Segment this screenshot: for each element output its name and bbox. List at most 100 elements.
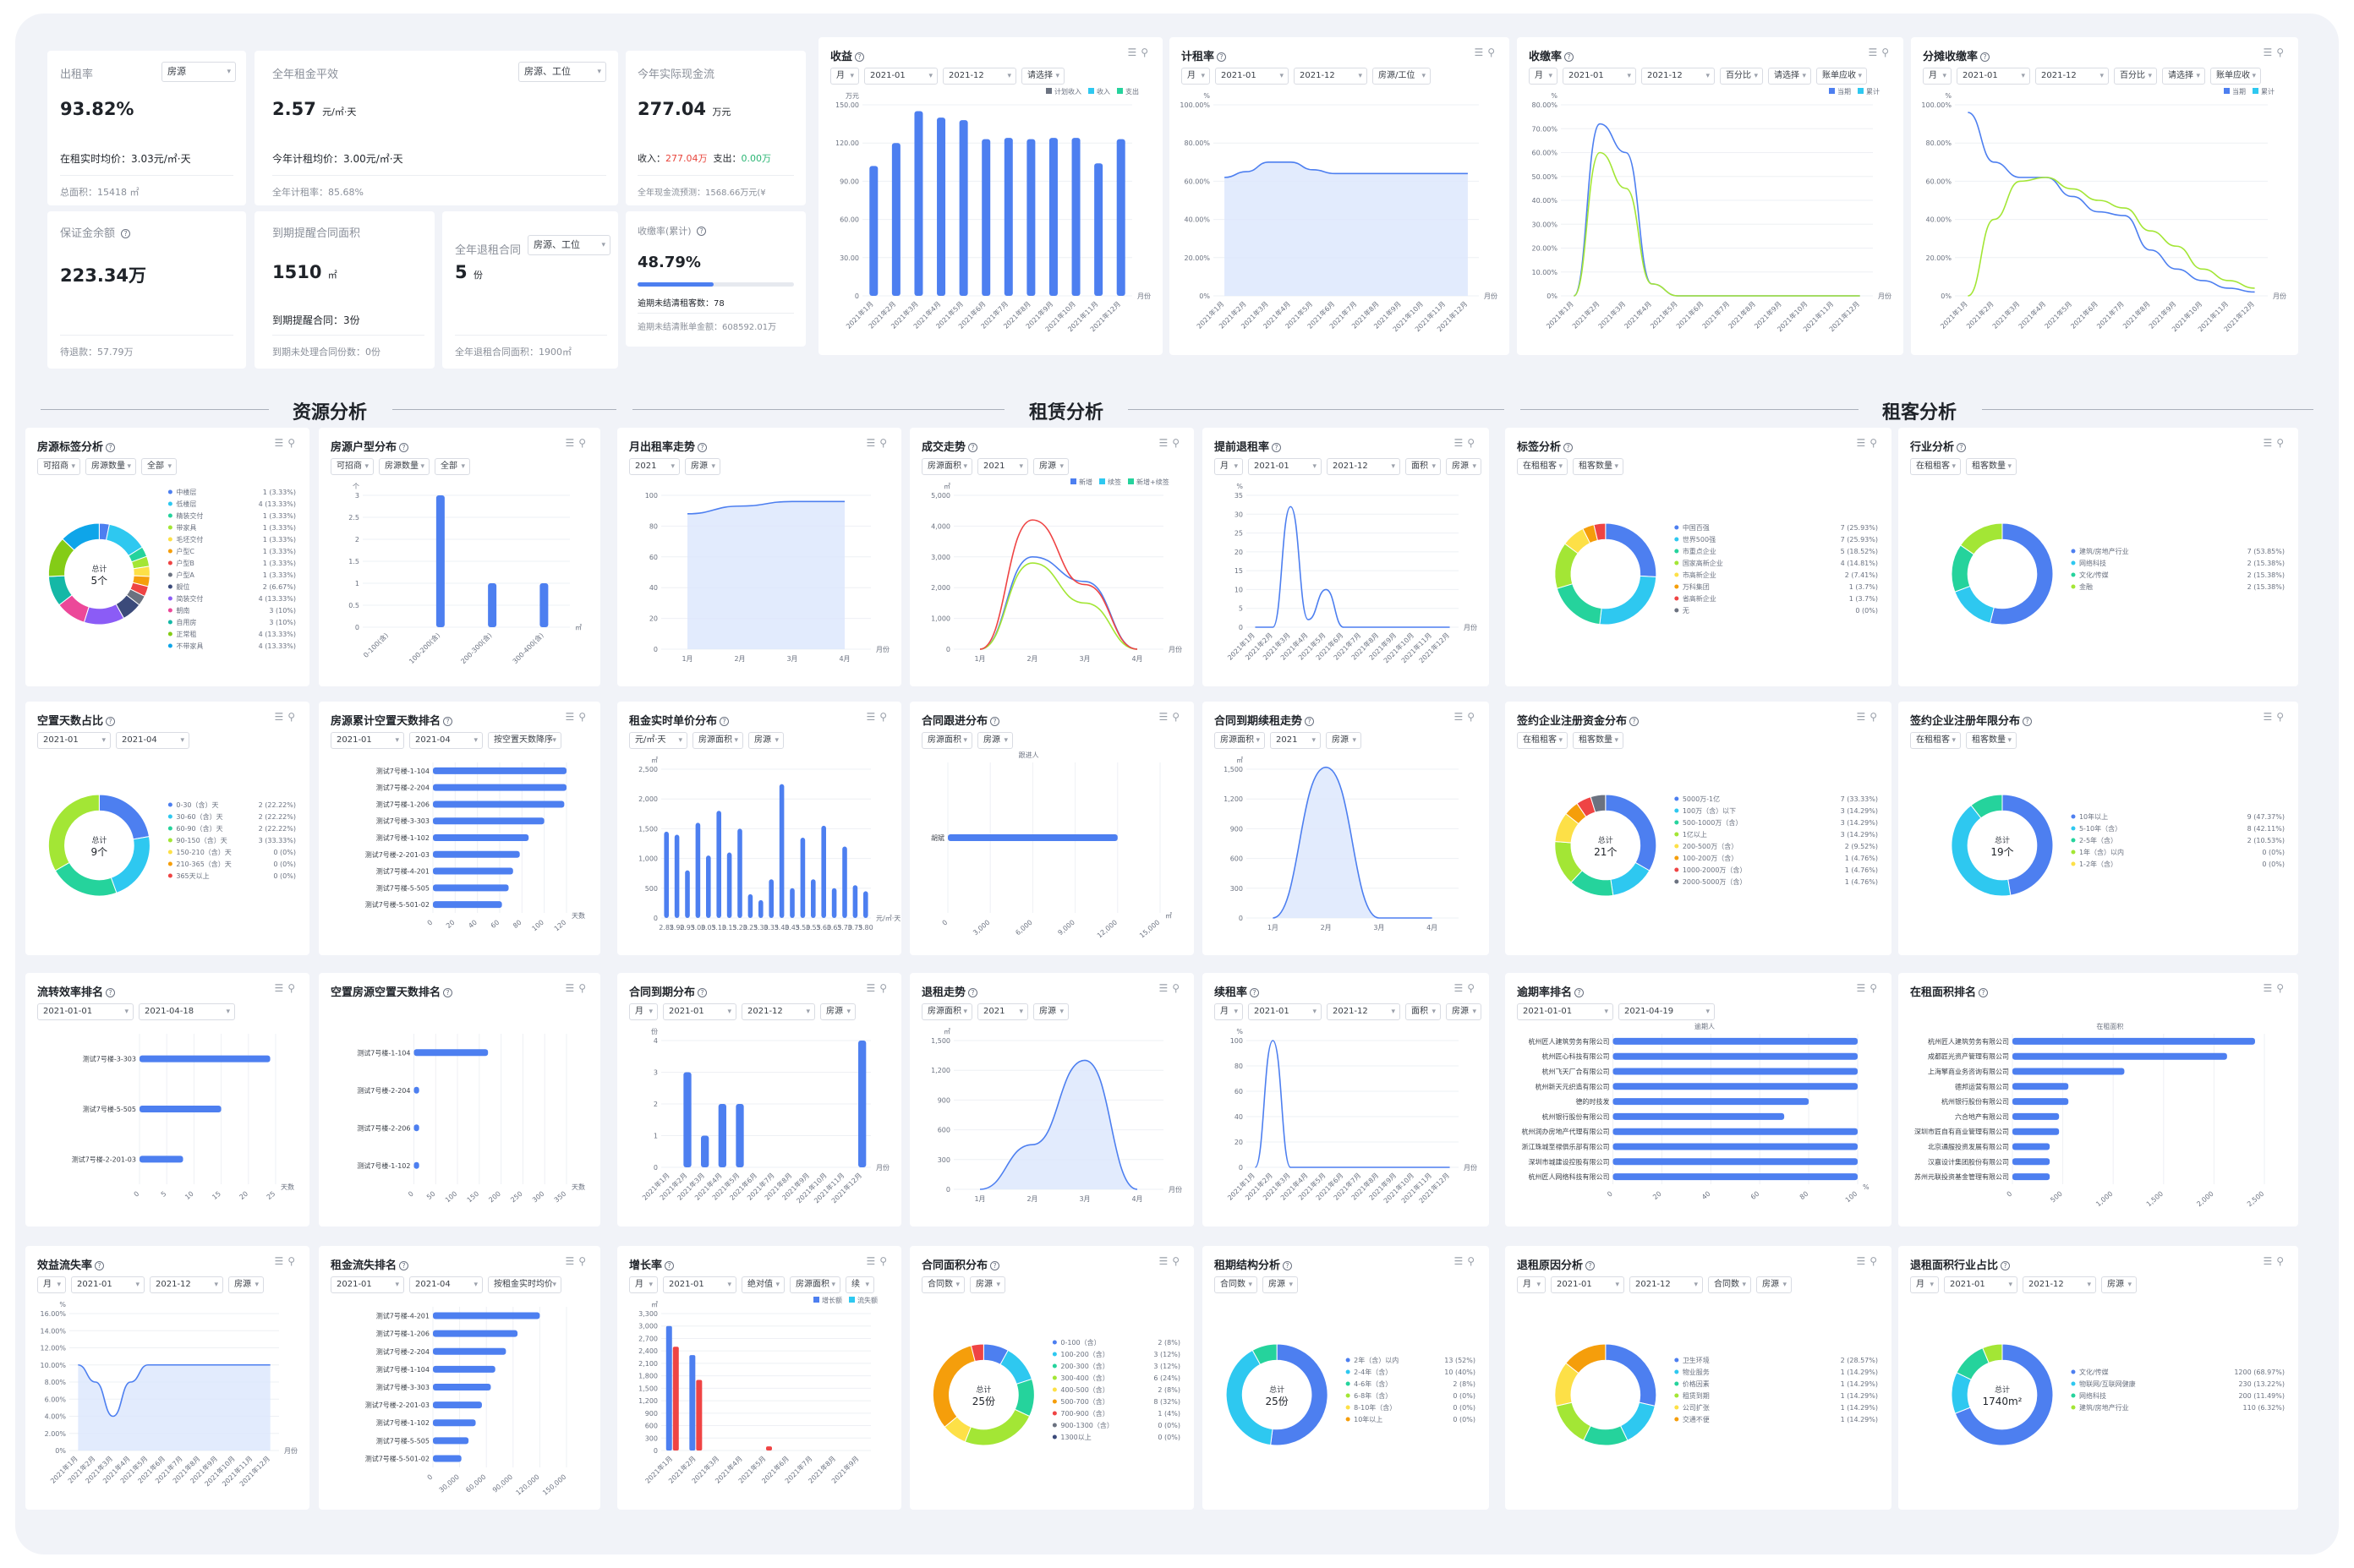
pin-icon[interactable]: ⚲ <box>879 1255 891 1267</box>
pin-icon[interactable]: ⚲ <box>578 711 590 723</box>
filter-select[interactable]: 合同数 ▾ <box>1214 1276 1257 1293</box>
pin-icon[interactable]: ⚲ <box>879 437 891 449</box>
pin-icon[interactable]: ⚲ <box>1467 437 1479 449</box>
filter-select[interactable]: 月 ▾ <box>1910 1276 1939 1293</box>
filter-select[interactable]: 房源 ▾ <box>1446 458 1481 475</box>
menu-icon[interactable]: ☰ <box>1127 46 1141 58</box>
pin-icon[interactable]: ⚲ <box>287 1255 299 1267</box>
menu-icon[interactable]: ☰ <box>1158 437 1173 449</box>
pin-icon[interactable]: ⚲ <box>2276 1255 2288 1267</box>
pin-icon[interactable]: ⚲ <box>287 982 299 994</box>
menu-icon[interactable]: ☰ <box>274 1255 288 1267</box>
filter-select[interactable]: 月 ▾ <box>1529 68 1557 85</box>
filter-select[interactable]: 面积 ▾ <box>1405 1003 1441 1020</box>
help-icon[interactable]: ? <box>1250 988 1260 997</box>
filter-select[interactable]: 2021-12 ▾ <box>943 68 1016 85</box>
help-icon[interactable]: ? <box>2001 1261 2011 1270</box>
pin-icon[interactable]: ⚲ <box>2276 46 2288 58</box>
pin-icon[interactable]: ⚲ <box>578 982 590 994</box>
help-icon[interactable]: ? <box>1272 443 1282 452</box>
pin-icon[interactable]: ⚲ <box>2276 711 2288 723</box>
help-icon[interactable]: ? <box>106 988 116 997</box>
filter-select[interactable]: 2021-04-19 ▾ <box>1618 1003 1715 1020</box>
help-icon[interactable]: ? <box>443 988 453 997</box>
filter-select[interactable]: 请选择 ▾ <box>1021 68 1065 85</box>
filter-select[interactable]: 租客数量 ▾ <box>1966 732 2017 749</box>
pin-icon[interactable]: ⚲ <box>1881 46 1893 58</box>
filter-select[interactable]: 房源面积 ▾ <box>1214 732 1265 749</box>
pin-icon[interactable]: ⚲ <box>1870 1255 1881 1267</box>
filter-select[interactable]: 房源面积 ▾ <box>693 732 743 749</box>
filter-select[interactable]: 2021 ▾ <box>1270 732 1321 749</box>
filter-select[interactable]: 2021-01 ▾ <box>1563 68 1636 85</box>
filter-select[interactable]: 房源面积 ▾ <box>922 732 972 749</box>
help-icon[interactable]: ? <box>1980 52 1990 62</box>
kpi-select[interactable]: 房源、工位 ▾ <box>518 62 606 82</box>
pin-icon[interactable]: ⚲ <box>1172 982 1184 994</box>
filter-select[interactable]: 房源/工位 ▾ <box>1372 68 1431 85</box>
filter-select[interactable]: 房源 ▾ <box>1446 1003 1481 1020</box>
filter-select[interactable]: 房源 ▾ <box>977 732 1013 749</box>
menu-icon[interactable]: ☰ <box>1856 437 1870 449</box>
filter-select[interactable]: 合同数 ▾ <box>922 1276 965 1293</box>
filter-select[interactable]: 房源面积 ▾ <box>922 1003 972 1020</box>
filter-select[interactable]: 合同数 ▾ <box>1708 1276 1751 1293</box>
menu-icon[interactable]: ☰ <box>1158 982 1173 994</box>
filter-select[interactable]: 月 ▾ <box>1181 68 1210 85</box>
filter-select[interactable]: 2021-04-18 ▾ <box>139 1003 235 1020</box>
menu-icon[interactable]: ☰ <box>274 982 288 994</box>
help-icon[interactable]: ? <box>990 1261 1000 1270</box>
filter-select[interactable]: 房源 ▾ <box>2101 1276 2137 1293</box>
filter-select[interactable]: 月 ▾ <box>1214 458 1243 475</box>
filter-select[interactable]: 在租租客 ▾ <box>1517 458 1568 475</box>
help-icon[interactable]: ? <box>1574 988 1585 997</box>
filter-select[interactable]: 月 ▾ <box>629 1003 658 1020</box>
menu-icon[interactable]: ☰ <box>1856 982 1870 994</box>
filter-select[interactable]: 房源 ▾ <box>970 1276 1005 1293</box>
filter-select[interactable]: 2021-12 ▾ <box>1327 458 1400 475</box>
filter-select[interactable]: 请选择 ▾ <box>1768 68 1811 85</box>
menu-icon[interactable]: ☰ <box>2263 711 2277 723</box>
menu-icon[interactable]: ☰ <box>1868 46 1882 58</box>
menu-icon[interactable]: ☰ <box>866 982 880 994</box>
help-icon[interactable]: ? <box>2023 717 2033 726</box>
pin-icon[interactable]: ⚲ <box>1467 1255 1479 1267</box>
pin-icon[interactable]: ⚲ <box>1487 46 1499 58</box>
pin-icon[interactable]: ⚲ <box>879 982 891 994</box>
kpi-select[interactable]: 房源 ▾ <box>161 62 236 82</box>
filter-select[interactable]: 房源 ▾ <box>1033 1003 1069 1020</box>
help-icon[interactable]: ? <box>106 717 116 726</box>
filter-select[interactable]: 2021-01 ▾ <box>331 732 404 749</box>
filter-select[interactable]: 月 ▾ <box>1517 1276 1546 1293</box>
filter-select[interactable]: 租客数量 ▾ <box>1573 732 1623 749</box>
filter-select[interactable]: 可招商 ▾ <box>37 458 80 475</box>
help-icon[interactable]: ? <box>1217 52 1227 62</box>
filter-select[interactable]: 房源 ▾ <box>748 732 784 749</box>
help-icon[interactable]: ? <box>697 227 707 236</box>
help-icon[interactable]: ? <box>1585 1261 1596 1270</box>
filter-select[interactable]: 房源 ▾ <box>685 458 720 475</box>
pin-icon[interactable]: ⚲ <box>1467 982 1479 994</box>
menu-icon[interactable]: ☰ <box>274 437 288 449</box>
pin-icon[interactable]: ⚲ <box>1172 1255 1184 1267</box>
filter-select[interactable]: 在租租客 ▾ <box>1517 732 1568 749</box>
filter-select[interactable]: 2021-12 ▾ <box>742 1003 815 1020</box>
help-icon[interactable]: ? <box>1564 52 1574 62</box>
filter-select[interactable]: 全部 ▾ <box>141 458 177 475</box>
help-icon[interactable]: ? <box>720 717 730 726</box>
filter-select[interactable]: 续 ▾ <box>846 1276 874 1293</box>
menu-icon[interactable]: ☰ <box>2263 1255 2277 1267</box>
help-icon[interactable]: ? <box>990 717 1000 726</box>
menu-icon[interactable]: ☰ <box>1453 982 1468 994</box>
filter-select[interactable]: 2021-01 ▾ <box>663 1276 736 1293</box>
pin-icon[interactable]: ⚲ <box>578 1255 590 1267</box>
filter-select[interactable]: 全部 ▾ <box>435 458 470 475</box>
filter-select[interactable]: 2021-12 ▾ <box>150 1276 223 1293</box>
pin-icon[interactable]: ⚲ <box>1172 437 1184 449</box>
filter-select[interactable]: 租客数量 ▾ <box>1573 458 1623 475</box>
help-icon[interactable]: ? <box>698 443 708 452</box>
menu-icon[interactable]: ☰ <box>565 1255 579 1267</box>
filter-select[interactable]: 2021 ▾ <box>629 458 680 475</box>
menu-icon[interactable]: ☰ <box>274 711 288 723</box>
filter-select[interactable]: 可招商 ▾ <box>331 458 374 475</box>
